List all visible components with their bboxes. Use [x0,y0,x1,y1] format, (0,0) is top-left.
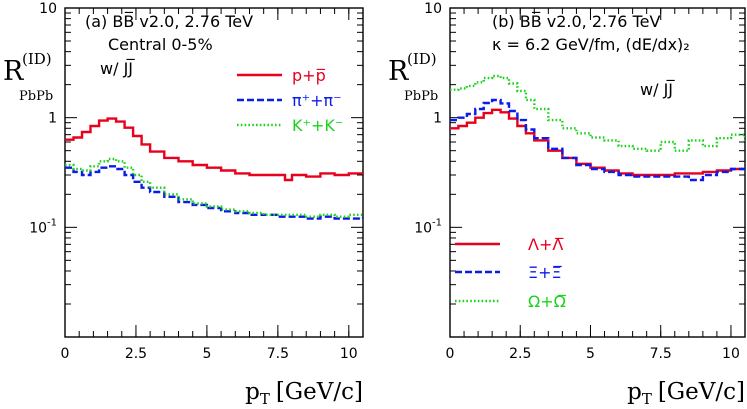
y-tick-label: 10 [424,1,442,17]
plot-frame [64,7,364,338]
panel-title: (a) BB̅ v2.0, 2.76 TeV [85,12,253,31]
y-tick-label: 10-1 [414,217,442,236]
legend-label-1: p+p̅ [292,66,326,85]
y-tick-base: 10 [39,1,57,17]
y-tick-label: 1 [433,111,442,127]
legend-label-2: Ξ+Ξ̅ [528,263,563,282]
series-line-1 [450,108,745,177]
series-line-1 [65,117,363,182]
x-tick-label: 7.5 [267,346,289,362]
series-line-2 [450,98,745,182]
legend-label-2: π⁺+π⁻ [292,91,342,110]
annotation-line-1: κ = 6.2 GeV/fm, (dE/dx)₂ [492,35,690,54]
y-tick-label: 1 [48,111,57,127]
x-tick-label: 7.5 [650,346,672,362]
series-line-3 [450,74,745,152]
annotation-line-1: Central 0-5% [108,35,213,54]
y-tick-label: 10-1 [29,217,57,236]
x-tick-label: 10 [722,346,740,362]
x-axis-label: pT [GeV/c] [627,379,745,408]
y-axis-label-subscript: PbPb [404,89,438,104]
series-line-2 [65,165,363,220]
y-tick-exponent: -1 [432,217,442,228]
y-tick-base: 1 [48,111,57,127]
x-axis-label: pT [GeV/c] [245,379,363,408]
x-tick-label: 2.5 [125,346,147,362]
plot-frame [449,7,746,338]
x-tick-label: 2.5 [509,346,531,362]
y-axis-label-subscript: PbPb [19,89,53,104]
x-tick-label: 0 [446,346,455,362]
y-axis-label: R [3,56,24,87]
x-axis-label-subscript: T [642,390,652,408]
y-tick-exponent: -1 [47,217,57,228]
legend-label-3: Ω+Ω̅ [528,292,567,311]
x-axis-label-unit: [GeV/c] [276,379,363,405]
x-tick-label: 5 [202,346,211,362]
annotation-line-2: w/ JJ̅ [100,59,136,78]
y-axis-label-superscript: (ID) [407,50,437,68]
y-tick-base: 10 [424,1,442,17]
annotation-line-2: w/ JJ̅ [640,80,676,99]
y-tick-base: 10 [414,220,432,236]
x-tick-label: 0 [61,346,70,362]
legend-label-3: K⁺+K⁻ [292,116,343,135]
y-tick-label: 10 [39,1,57,17]
x-tick-label: 10 [340,346,358,362]
x-axis-label-symbol: p [245,379,260,405]
legend-label-1: Λ+Λ̅ [528,235,564,254]
y-tick-base: 1 [433,111,442,127]
y-tick-base: 10 [29,220,47,236]
x-axis-label-symbol: p [627,379,642,405]
x-tick-label: 5 [586,346,595,362]
series-line-3 [65,157,363,218]
y-axis-label: R [388,56,409,87]
y-axis-label-superscript: (ID) [22,50,52,68]
panel-title: (b) BB̅ v2.0, 2.76 TeV [492,12,660,31]
x-axis-label-subscript: T [260,390,270,408]
x-axis-label-unit: [GeV/c] [658,379,745,405]
